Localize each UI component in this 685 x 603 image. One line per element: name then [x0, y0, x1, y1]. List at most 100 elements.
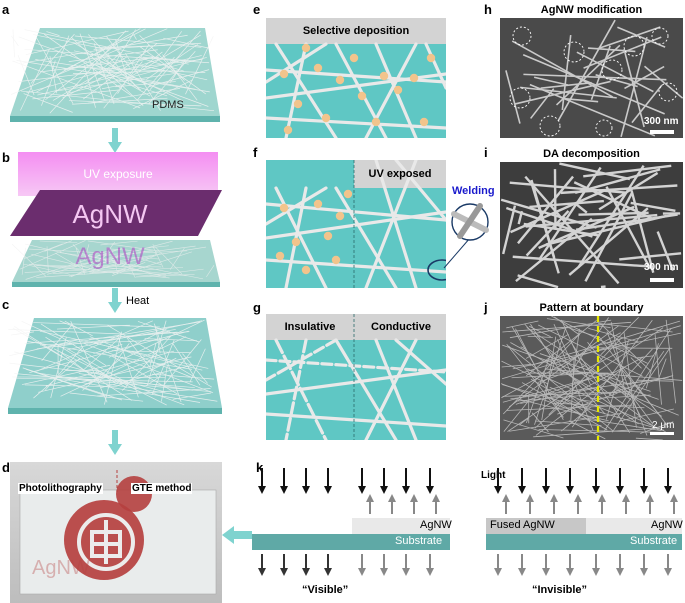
invisible-caption: “Invisible” [532, 584, 588, 596]
schematic-nanowire [424, 42, 446, 90]
nanowire [46, 31, 60, 36]
nanowire [28, 263, 84, 271]
nanowire [29, 330, 189, 374]
nanowire [23, 93, 73, 113]
faint-agnw-watermark: AgNW [32, 557, 90, 579]
nanowire [104, 361, 115, 378]
transmitted-arrow [280, 554, 288, 576]
sem-nanowire [578, 417, 662, 432]
sem-nanowire [524, 323, 606, 415]
sem-nanowire [570, 317, 609, 373]
schematic-nanowire [266, 258, 446, 274]
nanowire [64, 320, 93, 337]
sem-nanowire [563, 97, 599, 103]
panel-label-e: e [253, 2, 261, 17]
nanowire [163, 37, 209, 49]
nanowire [26, 56, 154, 94]
nanowire [89, 268, 139, 274]
panel-label-a: a [2, 2, 10, 17]
sem-nanowire [510, 189, 605, 234]
sem-nanowire [549, 386, 616, 415]
sem-nanowire [518, 417, 529, 426]
nanowire [59, 321, 201, 346]
sem-nanowire [551, 316, 648, 364]
sem-nanowire [644, 65, 683, 99]
nanowire [24, 331, 190, 344]
nanowire [24, 243, 63, 259]
deposited-particle [301, 265, 311, 275]
sem-nanowire [506, 320, 539, 329]
reflected-arrow-up [622, 494, 630, 514]
reflected-arrow-up [526, 494, 534, 514]
down-arrow-bc [108, 288, 122, 313]
sem-nanowire [501, 332, 621, 399]
reflected-arrow-up [432, 494, 440, 514]
deposited-particle [323, 231, 333, 241]
nanowire [60, 265, 117, 267]
nanowire [21, 364, 111, 385]
sem-nanowire [588, 327, 639, 343]
sem-title-h: AgNW modification [540, 4, 643, 16]
conductive-banner: Conductive [371, 321, 431, 333]
transmitted-arrow [542, 554, 550, 576]
selective-deposition-diagram [266, 18, 446, 138]
sem-nanowire [527, 335, 553, 338]
panel-label-j: j [484, 300, 488, 315]
sem-nanowire [557, 339, 594, 431]
light-arrow-down [358, 468, 366, 494]
heat-label: Heat [126, 295, 150, 307]
sem-nanowire [561, 406, 592, 432]
nanowire [52, 269, 129, 274]
reflected-arrow-up [646, 494, 654, 514]
deposited-particle [426, 53, 436, 63]
nanowire [89, 341, 203, 371]
nanowire [21, 247, 26, 275]
sem-nanowire [526, 327, 663, 417]
uv-exposed-diagram [266, 160, 446, 288]
deposited-particle [331, 255, 341, 265]
nanowire [70, 320, 108, 403]
sem-nanowire [525, 333, 569, 359]
sem-nanowire [531, 412, 549, 433]
nanowire [68, 100, 202, 107]
nanowire [11, 243, 46, 277]
nanowire [162, 54, 198, 101]
schematic-nanowire [364, 338, 418, 440]
light-arrow-down [258, 468, 266, 494]
nanowire [87, 88, 180, 104]
patterned-film-photo: AgNW [19, 470, 217, 595]
reflected-arrow-up [410, 494, 418, 514]
light-arrow-down [494, 468, 502, 494]
sem-nanowire [619, 366, 660, 415]
sem-nanowire [500, 383, 603, 423]
nanowire [90, 253, 109, 266]
schematic-nanowire [334, 186, 398, 288]
nanowire [99, 250, 188, 256]
nanowire [115, 39, 129, 83]
nanowire [50, 336, 67, 399]
panel-label-b: b [2, 150, 10, 165]
nanowire [24, 384, 117, 388]
scale-bar-j: 2 μm [652, 420, 675, 431]
light-arrow-down [566, 468, 574, 494]
nanowire [18, 36, 209, 107]
sem-nanowire [530, 182, 560, 274]
nanowire [91, 62, 151, 97]
nanowire [72, 70, 180, 74]
nanowire [19, 240, 86, 270]
sem-nanowire [502, 333, 581, 415]
pdms-label: PDMS [152, 99, 184, 111]
reflected-arrow-up [598, 494, 606, 514]
sem-nanowire [616, 350, 665, 419]
deposited-particle [419, 117, 429, 127]
sem-nanowire [501, 364, 532, 368]
sem-nanowire [537, 324, 643, 377]
panel-label-h: h [484, 2, 492, 17]
nanowire [169, 247, 185, 270]
deposited-particle [393, 85, 403, 95]
nanowire [146, 245, 169, 249]
nanowire [17, 55, 35, 96]
transmitted-arrow [616, 554, 624, 576]
deposited-particle [293, 99, 303, 109]
sem-nanowire [583, 164, 672, 178]
